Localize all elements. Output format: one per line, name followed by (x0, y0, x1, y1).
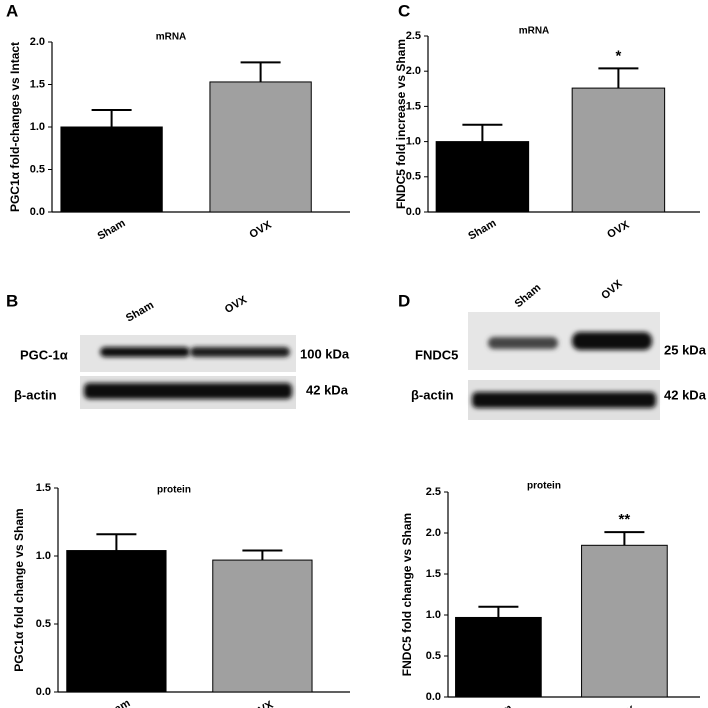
x-tick-label: Sham (96, 217, 128, 242)
x-tick-label: OVX (247, 219, 274, 241)
y-tick-label: 1.0 (30, 121, 45, 133)
y-tick-label: 1.5 (426, 568, 441, 580)
bar (455, 616, 542, 698)
y-tick-label: 2.0 (406, 65, 421, 77)
band (100, 347, 190, 357)
y-tick-label: 2.0 (426, 527, 441, 539)
chart-title: mRNA (156, 32, 187, 43)
x-tick-label: Sham (100, 697, 132, 708)
panel-label: C (398, 1, 410, 20)
y-tick-label: 1.5 (30, 78, 45, 90)
lane-label: Sham (513, 282, 544, 311)
error-bar (462, 123, 503, 142)
band (84, 383, 292, 399)
y-tick-label: 1.5 (406, 100, 421, 112)
band (190, 347, 290, 357)
y-tick-label: 2.5 (426, 486, 441, 498)
band-label: FNDC5 (415, 347, 458, 362)
lane-label: Sham (124, 299, 156, 324)
band-label: β-actin (14, 387, 57, 402)
y-tick-label: 0.0 (426, 691, 441, 703)
x-tick-label: OVX (605, 219, 632, 241)
annotation: ** (619, 511, 631, 528)
x-tick-label: OVX (249, 699, 276, 708)
chart-title: protein (527, 481, 561, 492)
panel-label: D (398, 291, 410, 310)
bar (581, 544, 668, 698)
y-tick-label: 1.0 (426, 609, 441, 621)
panel-label: A (6, 1, 18, 20)
error-bar (242, 549, 283, 561)
error-bar (96, 533, 137, 551)
panel-label: B (6, 291, 18, 310)
lane-label: OVX (599, 277, 625, 302)
y-axis-label: FNDC5 fold increase vs Sham (394, 39, 408, 209)
x-tick-label: Sham (482, 702, 514, 708)
band (472, 392, 656, 408)
x-tick-label: Sham (466, 217, 498, 242)
band-size: 42 kDa (664, 387, 707, 402)
bar (66, 550, 167, 693)
chart-title: protein (157, 485, 191, 496)
y-tick-label: 1.0 (406, 136, 421, 148)
y-axis-label: PGC1α fold-changes vs Intact (8, 42, 22, 212)
y-tick-label: 2.5 (406, 30, 421, 42)
error-bar (478, 605, 519, 618)
band (488, 337, 558, 349)
bar (435, 141, 530, 213)
band-size: 25 kDa (664, 342, 707, 357)
y-tick-label: 0.0 (30, 206, 45, 218)
error-bar (598, 67, 639, 89)
blot: Sham OVX FNDC5 β-actin 25 kDa 42 kDa (411, 277, 707, 420)
band-label: β-actin (411, 387, 454, 402)
error-bar (604, 531, 645, 546)
bar (212, 559, 313, 693)
y-axis-label: PGC1α fold change vs Sham (12, 508, 26, 671)
band-size: 100 kDa (300, 346, 350, 361)
chart-title: mRNA (519, 26, 550, 37)
band-size: 42 kDa (306, 382, 349, 397)
lane-label: OVX (223, 294, 250, 316)
y-tick-label: 0.0 (36, 686, 51, 698)
x-tick-label: OVX (611, 704, 638, 708)
band (572, 332, 652, 350)
y-tick-label: 1.0 (36, 550, 51, 562)
blot: Sham OVX PGC-1α β-actin 100 kDa 42 kDa (14, 294, 350, 409)
bar (60, 126, 163, 213)
y-tick-label: 0.0 (406, 206, 421, 218)
y-axis-label: FNDC5 fold change vs Sham (400, 513, 414, 676)
error-bar (240, 61, 281, 82)
y-tick-label: 0.5 (406, 171, 421, 183)
y-tick-label: 2.0 (30, 36, 45, 48)
error-bar (91, 109, 132, 127)
band-label: PGC-1α (20, 347, 68, 362)
y-tick-label: 0.5 (36, 618, 51, 630)
bar (209, 81, 312, 213)
bar (571, 87, 666, 213)
y-tick-label: 1.5 (36, 482, 51, 494)
y-tick-label: 0.5 (426, 650, 441, 662)
y-tick-label: 0.5 (30, 163, 45, 175)
annotation: * (615, 47, 621, 64)
